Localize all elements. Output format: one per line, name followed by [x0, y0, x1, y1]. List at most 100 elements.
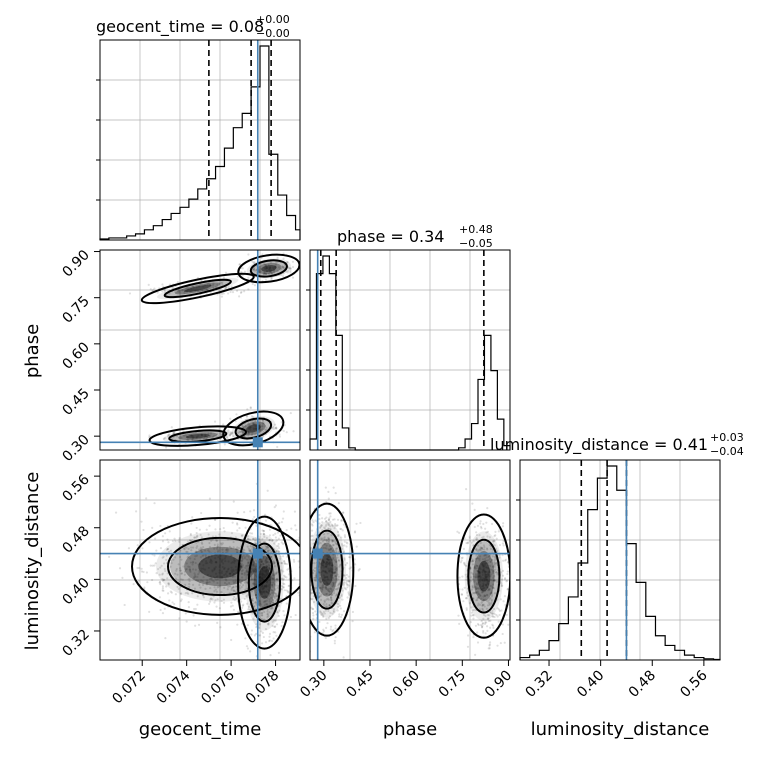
sample-point	[197, 434, 200, 437]
sample-point	[211, 598, 214, 601]
sample-point	[286, 590, 290, 593]
sample-point	[195, 436, 198, 440]
panel-frame-phase	[309, 249, 511, 451]
sample-point	[342, 511, 345, 514]
sample-point	[227, 285, 230, 288]
sample-point	[211, 284, 215, 287]
sample-point	[338, 583, 341, 586]
sample-point	[325, 587, 328, 590]
sample-point	[236, 548, 239, 551]
sample-point	[168, 433, 171, 436]
sample-point	[232, 569, 235, 573]
sample-point	[259, 563, 262, 567]
sample-point	[347, 575, 350, 578]
sample-point	[162, 562, 166, 565]
sample-point	[334, 585, 337, 588]
sample-point	[268, 639, 272, 642]
sample-point	[320, 566, 323, 569]
sample-point	[304, 578, 306, 580]
sample-point	[200, 567, 203, 570]
sample-point	[330, 583, 333, 586]
sample-point	[277, 651, 281, 654]
sample-point	[281, 577, 284, 580]
sample-point	[142, 528, 145, 532]
density-level	[468, 541, 499, 612]
sample-point	[476, 631, 479, 634]
sample-point	[195, 286, 198, 289]
sample-point	[161, 540, 165, 543]
sample-point	[230, 601, 233, 604]
sample-point	[289, 267, 292, 270]
sample-point	[151, 564, 154, 567]
sample-point	[259, 429, 262, 432]
sample-point	[228, 581, 231, 585]
sample-point	[263, 569, 266, 573]
sample-point	[274, 540, 277, 543]
sample-point	[185, 546, 188, 549]
sample-point	[487, 580, 490, 583]
sample-point	[177, 289, 180, 292]
sample-point	[268, 592, 271, 596]
sample-point	[245, 564, 248, 568]
sample-point	[153, 564, 156, 567]
sample-point	[334, 524, 337, 527]
sample-point	[345, 545, 348, 548]
contour-line	[148, 425, 247, 447]
sample-point	[281, 265, 285, 268]
sample-point	[228, 545, 231, 548]
sample-point	[273, 267, 276, 270]
sample-point	[223, 287, 227, 290]
sample-point	[327, 539, 330, 542]
sample-point	[486, 561, 489, 564]
sample-point	[258, 602, 261, 605]
sample-point	[476, 569, 479, 572]
sample-point	[325, 554, 328, 557]
x-tick-label-geocent_time: 0.078	[243, 668, 283, 708]
sample-point	[204, 549, 207, 552]
sample-point	[216, 550, 219, 554]
sample-point	[474, 586, 477, 589]
sample-point	[491, 612, 494, 615]
sample-point	[178, 536, 181, 540]
sample-point	[486, 629, 489, 632]
sample-point	[176, 281, 179, 284]
sample-point	[346, 562, 349, 565]
sample-point	[190, 434, 193, 437]
sample-point	[214, 572, 218, 575]
sample-point	[328, 517, 331, 520]
sample-point	[243, 592, 246, 595]
sample-point	[267, 623, 270, 626]
sample-point	[223, 443, 226, 446]
sample-point	[196, 289, 200, 292]
sample-point	[215, 575, 218, 579]
sample-point	[332, 581, 335, 584]
sample-point	[223, 530, 226, 533]
sample-point	[254, 423, 257, 426]
sample-point	[340, 519, 343, 522]
sample-point	[276, 611, 279, 614]
sample-point	[195, 531, 198, 535]
sample-point	[192, 286, 195, 289]
sample-point	[477, 587, 480, 590]
sample-point	[174, 290, 177, 294]
sample-point	[493, 575, 496, 578]
sample-point	[261, 562, 265, 566]
sample-point	[228, 434, 232, 437]
sample-point	[319, 580, 322, 583]
sample-point	[210, 577, 213, 580]
sample-point	[475, 537, 478, 540]
sample-point	[186, 591, 189, 594]
sample-point	[158, 580, 162, 584]
sample-point	[330, 593, 333, 596]
sample-point	[252, 537, 255, 540]
sample-point	[501, 525, 505, 528]
sample-point	[287, 567, 290, 570]
sample-point	[474, 591, 477, 594]
sample-point	[261, 253, 264, 256]
sample-point	[478, 559, 481, 562]
sample-point	[324, 486, 327, 489]
density-level	[174, 282, 221, 295]
sample-point	[224, 271, 228, 274]
sample-point	[331, 557, 335, 561]
sample-point	[291, 260, 295, 263]
